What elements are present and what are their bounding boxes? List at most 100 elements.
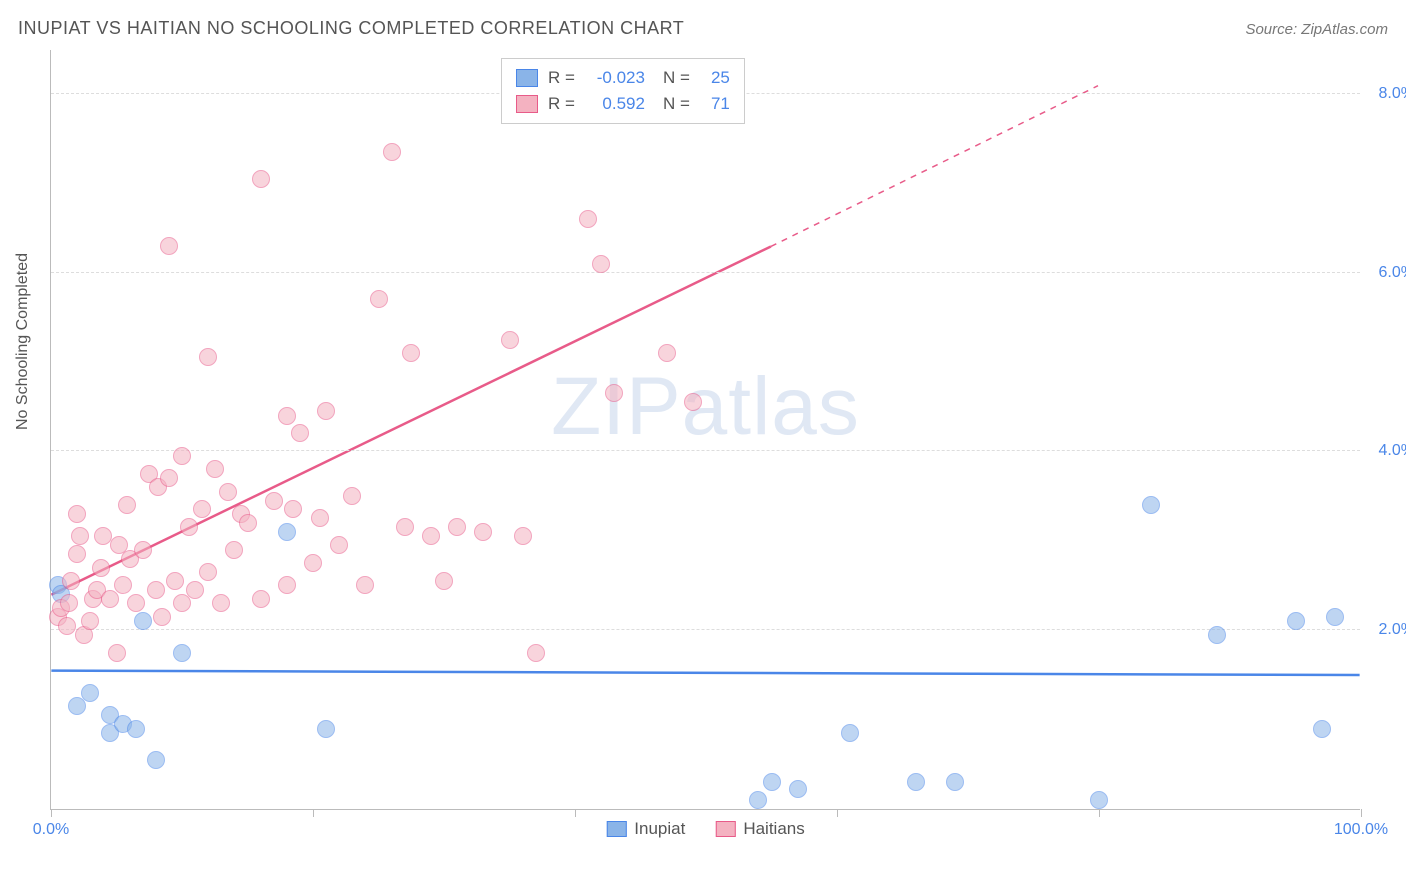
data-point-haitians bbox=[92, 559, 110, 577]
data-point-haitians bbox=[435, 572, 453, 590]
data-point-inupiat bbox=[1090, 791, 1108, 809]
data-point-haitians bbox=[278, 576, 296, 594]
data-point-haitians bbox=[118, 496, 136, 514]
legend-item-label: Haitians bbox=[743, 819, 804, 839]
data-point-inupiat bbox=[317, 720, 335, 738]
data-point-haitians bbox=[147, 581, 165, 599]
data-point-haitians bbox=[239, 514, 257, 532]
data-point-inupiat bbox=[68, 697, 86, 715]
data-point-haitians bbox=[58, 617, 76, 635]
data-point-inupiat bbox=[81, 684, 99, 702]
legend-item: Inupiat bbox=[606, 819, 685, 839]
data-point-haitians bbox=[304, 554, 322, 572]
data-point-inupiat bbox=[134, 612, 152, 630]
data-point-inupiat bbox=[1142, 496, 1160, 514]
data-point-haitians bbox=[592, 255, 610, 273]
legend-n-prefix: N = bbox=[663, 68, 690, 88]
data-point-inupiat bbox=[841, 724, 859, 742]
watermark: ZIPatlas bbox=[551, 360, 860, 454]
gridline bbox=[51, 629, 1360, 630]
legend-swatch bbox=[516, 95, 538, 113]
data-point-haitians bbox=[199, 563, 217, 581]
data-point-haitians bbox=[71, 527, 89, 545]
data-point-inupiat bbox=[1326, 608, 1344, 626]
data-point-haitians bbox=[219, 483, 237, 501]
data-point-haitians bbox=[68, 545, 86, 563]
data-point-haitians bbox=[173, 447, 191, 465]
data-point-haitians bbox=[60, 594, 78, 612]
data-point-haitians bbox=[160, 237, 178, 255]
legend-stats-box: R = -0.023 N = 25 R = 0.592 N = 71 bbox=[501, 58, 745, 124]
data-point-haitians bbox=[186, 581, 204, 599]
data-point-haitians bbox=[265, 492, 283, 510]
data-point-haitians bbox=[173, 594, 191, 612]
y-tick-label: 8.0% bbox=[1379, 85, 1406, 103]
data-point-inupiat bbox=[1208, 626, 1226, 644]
data-point-haitians bbox=[166, 572, 184, 590]
x-tick-label: 100.0% bbox=[1334, 821, 1388, 839]
legend-r-prefix: R = bbox=[548, 68, 575, 88]
data-point-inupiat bbox=[173, 644, 191, 662]
legend-r-prefix: R = bbox=[548, 94, 575, 114]
data-point-haitians bbox=[193, 500, 211, 518]
legend-n-value: 71 bbox=[700, 94, 730, 114]
data-point-inupiat bbox=[147, 751, 165, 769]
data-point-haitians bbox=[252, 170, 270, 188]
data-point-haitians bbox=[127, 594, 145, 612]
data-point-haitians bbox=[180, 518, 198, 536]
data-point-inupiat bbox=[763, 773, 781, 791]
chart-plot-area: ZIPatlas 2.0%4.0%6.0%8.0%0.0%100.0%R =-0… bbox=[50, 50, 1360, 810]
data-point-haitians bbox=[108, 644, 126, 662]
legend-item: Haitians bbox=[715, 819, 804, 839]
data-point-haitians bbox=[658, 344, 676, 362]
legend-stat-row: R = -0.023 N = 25 bbox=[516, 65, 730, 91]
data-point-haitians bbox=[81, 612, 99, 630]
data-point-haitians bbox=[514, 527, 532, 545]
legend-swatch bbox=[516, 69, 538, 87]
trend-lines-svg bbox=[51, 50, 1360, 809]
x-tick bbox=[51, 809, 52, 817]
legend-swatch bbox=[606, 821, 626, 837]
data-point-haitians bbox=[153, 608, 171, 626]
data-point-haitians bbox=[474, 523, 492, 541]
data-point-haitians bbox=[291, 424, 309, 442]
data-point-haitians bbox=[501, 331, 519, 349]
data-point-haitians bbox=[114, 576, 132, 594]
data-point-haitians bbox=[343, 487, 361, 505]
source-label: Source: ZipAtlas.com bbox=[1245, 21, 1388, 38]
data-point-haitians bbox=[605, 384, 623, 402]
legend-stat-row: R = 0.592 N = 71 bbox=[516, 91, 730, 117]
watermark-text-a: ZIP bbox=[551, 361, 682, 452]
x-tick bbox=[1099, 809, 1100, 817]
data-point-haitians bbox=[448, 518, 466, 536]
data-point-haitians bbox=[383, 143, 401, 161]
y-tick-label: 2.0% bbox=[1379, 621, 1406, 639]
data-point-haitians bbox=[422, 527, 440, 545]
gridline bbox=[51, 450, 1360, 451]
data-point-haitians bbox=[330, 536, 348, 554]
data-point-haitians bbox=[579, 210, 597, 228]
data-point-haitians bbox=[356, 576, 374, 594]
x-tick bbox=[313, 809, 314, 817]
data-point-haitians bbox=[62, 572, 80, 590]
x-tick bbox=[837, 809, 838, 817]
data-point-haitians bbox=[134, 541, 152, 559]
x-tick bbox=[575, 809, 576, 817]
data-point-inupiat bbox=[946, 773, 964, 791]
data-point-haitians bbox=[284, 500, 302, 518]
data-point-haitians bbox=[160, 469, 178, 487]
legend-r-value: -0.023 bbox=[585, 68, 645, 88]
x-tick-label: 0.0% bbox=[33, 821, 69, 839]
data-point-inupiat bbox=[1287, 612, 1305, 630]
y-axis-title: No Schooling Completed bbox=[14, 253, 32, 430]
data-point-inupiat bbox=[789, 780, 807, 798]
data-point-haitians bbox=[101, 590, 119, 608]
legend-n-value: 25 bbox=[700, 68, 730, 88]
legend-swatch bbox=[715, 821, 735, 837]
data-point-haitians bbox=[402, 344, 420, 362]
data-point-haitians bbox=[199, 348, 217, 366]
watermark-text-b: atlas bbox=[682, 361, 860, 452]
data-point-inupiat bbox=[1313, 720, 1331, 738]
legend-n-prefix: N = bbox=[663, 94, 690, 114]
legend-r-value: 0.592 bbox=[585, 94, 645, 114]
